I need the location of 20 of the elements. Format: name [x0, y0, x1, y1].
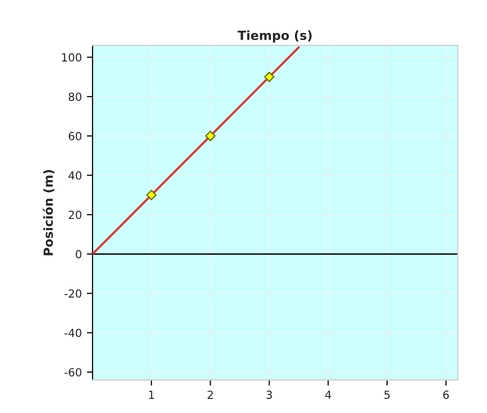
- y-tick-label: 80: [68, 92, 82, 101]
- y-tick-label: 0: [76, 250, 82, 258]
- x-tick-label: 4: [325, 390, 332, 399]
- y-axis-title: Posición (m): [42, 170, 54, 256]
- y-tick-label: 40: [68, 171, 82, 180]
- x-tick-label: 2: [208, 390, 213, 399]
- x-tick-label: 5: [384, 390, 390, 399]
- y-tick-label: 60: [68, 132, 82, 140]
- y-tick-label: -40: [64, 328, 82, 338]
- point: [264, 72, 274, 82]
- x-tick-label: 6: [443, 390, 449, 399]
- y-tick-label: 100: [62, 53, 82, 62]
- point: [146, 190, 157, 200]
- x-tick-label: 1: [149, 390, 154, 399]
- y-tick-label: -60: [64, 368, 82, 376]
- x-tick-label: 3: [266, 390, 272, 399]
- y-tick-label: 20: [68, 210, 82, 220]
- y-tick-label: -20: [64, 289, 82, 298]
- x-axis-title: Tiempo (s): [238, 30, 312, 42]
- point: [205, 130, 216, 142]
